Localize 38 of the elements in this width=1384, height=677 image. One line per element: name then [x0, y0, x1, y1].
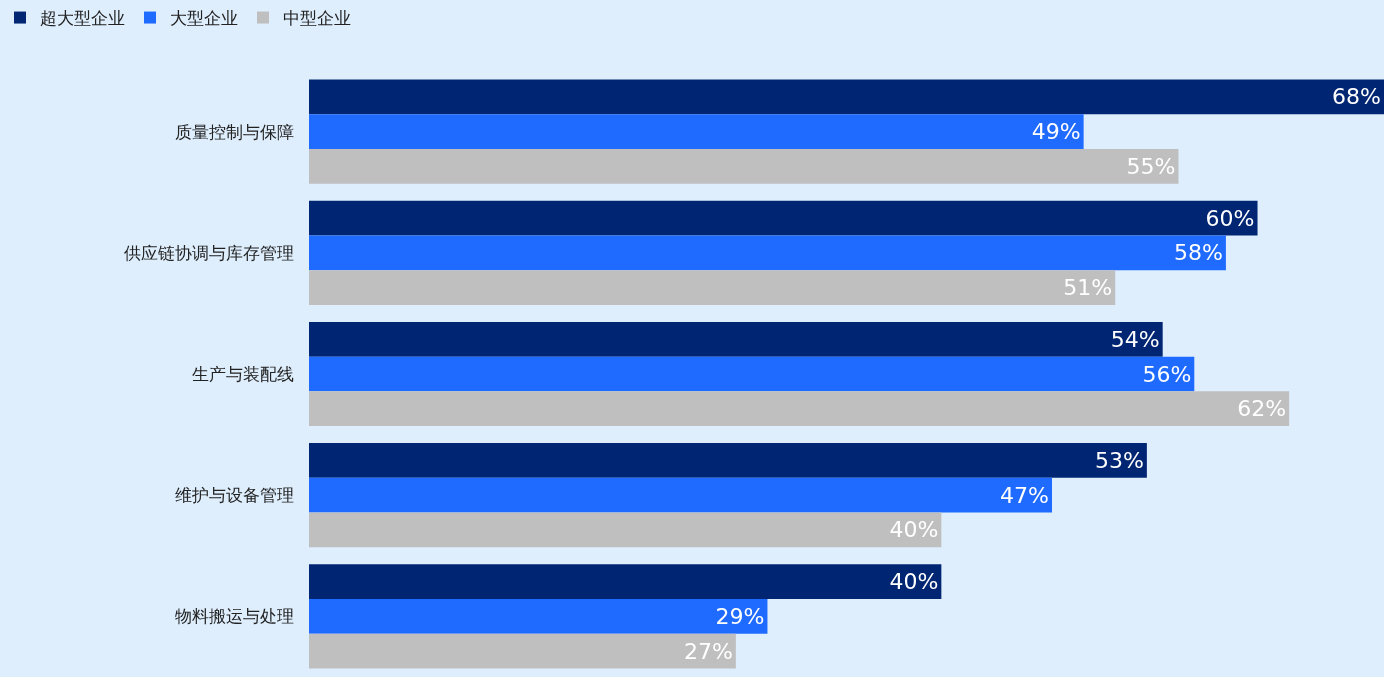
data-label: 51% — [1063, 275, 1113, 301]
bar — [309, 114, 1084, 149]
bar — [309, 564, 942, 600]
bar — [309, 235, 1226, 271]
legend-label: 中型企业 — [283, 8, 351, 29]
bar — [309, 512, 942, 548]
data-label: 47% — [1000, 482, 1050, 508]
legend-label: 超大型企业 — [40, 8, 125, 29]
data-label: 58% — [1174, 240, 1223, 266]
data-label: 60% — [1205, 205, 1255, 231]
data-label: 40% — [889, 569, 939, 595]
bar — [309, 391, 1290, 427]
bar — [309, 79, 1384, 115]
data-label: 49% — [1031, 119, 1081, 145]
data-label: 54% — [1110, 326, 1160, 352]
y-tick-label: 维护与设备管理 — [175, 485, 294, 506]
data-label: 29% — [715, 603, 765, 629]
bar — [309, 321, 1163, 357]
bar — [309, 443, 1147, 478]
bar — [309, 477, 1053, 513]
y-tick-label: 生产与装配线 — [192, 363, 294, 384]
bar — [309, 270, 1116, 305]
data-label: 55% — [1126, 153, 1176, 179]
data-label: 62% — [1237, 396, 1287, 422]
y-tick-label: 供应链协调与库存管理 — [124, 242, 294, 263]
bar — [309, 599, 768, 634]
bar — [309, 356, 1195, 392]
data-label: 53% — [1094, 447, 1144, 473]
data-label: 40% — [889, 517, 939, 543]
bar — [309, 200, 1258, 236]
data-label: 27% — [683, 638, 733, 664]
legend-label: 大型企业 — [170, 8, 238, 29]
y-tick-label: 质量控制与保障 — [175, 121, 294, 142]
bar — [309, 148, 1179, 184]
bar — [309, 633, 736, 669]
data-label: 56% — [1142, 361, 1192, 387]
y-tick-label: 物料搬运与处理 — [175, 606, 294, 627]
data-label: 68% — [1332, 84, 1381, 110]
